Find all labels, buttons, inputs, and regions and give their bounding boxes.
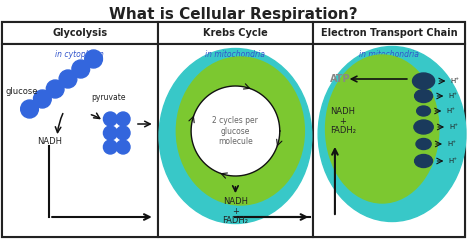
Circle shape — [103, 126, 117, 140]
Text: What is Cellular Respiration?: What is Cellular Respiration? — [109, 7, 358, 22]
Ellipse shape — [415, 154, 433, 168]
Text: H⁺: H⁺ — [446, 108, 455, 114]
Text: H⁺: H⁺ — [450, 78, 459, 84]
Ellipse shape — [159, 49, 312, 223]
Circle shape — [46, 80, 64, 98]
Circle shape — [116, 140, 130, 154]
Circle shape — [34, 90, 51, 108]
Bar — [313, 22, 465, 44]
Text: H⁺: H⁺ — [447, 141, 456, 147]
Text: Glycolysis: Glycolysis — [52, 28, 107, 38]
Ellipse shape — [176, 57, 304, 205]
Ellipse shape — [318, 47, 466, 222]
Ellipse shape — [415, 89, 433, 103]
Circle shape — [116, 112, 130, 126]
Text: H⁺: H⁺ — [448, 93, 457, 99]
Circle shape — [85, 50, 102, 68]
Bar — [2, 22, 465, 237]
Ellipse shape — [417, 106, 430, 116]
Text: pyruvate: pyruvate — [91, 93, 126, 102]
Ellipse shape — [416, 138, 431, 150]
Bar — [158, 44, 313, 237]
Text: Electron Transport Chain: Electron Transport Chain — [321, 28, 457, 38]
Circle shape — [103, 140, 117, 154]
Text: 2 cycles per
glucose
molecule: 2 cycles per glucose molecule — [212, 116, 258, 146]
Text: in mitochondria: in mitochondria — [206, 50, 265, 59]
Text: in cytoplasm: in cytoplasm — [55, 50, 104, 59]
Circle shape — [116, 126, 130, 140]
Bar — [313, 44, 465, 237]
Circle shape — [191, 86, 280, 176]
Circle shape — [59, 70, 77, 88]
Text: NADH
+
FADH₂: NADH + FADH₂ — [222, 197, 248, 225]
Bar — [2, 22, 158, 44]
Ellipse shape — [414, 120, 433, 134]
Text: glucose: glucose — [6, 87, 38, 96]
Text: NADH: NADH — [37, 137, 63, 147]
Circle shape — [103, 112, 117, 126]
Text: Krebs Cycle: Krebs Cycle — [203, 28, 268, 38]
Bar — [2, 44, 158, 237]
Circle shape — [21, 100, 38, 118]
Bar — [158, 22, 313, 44]
Circle shape — [72, 60, 90, 78]
Text: NADH
+
FADH₂: NADH + FADH₂ — [330, 107, 356, 135]
Text: H⁺: H⁺ — [448, 158, 457, 164]
Ellipse shape — [326, 55, 439, 203]
Ellipse shape — [412, 73, 435, 89]
Text: ATP: ATP — [330, 74, 351, 84]
Text: H⁺: H⁺ — [449, 124, 458, 130]
Text: in mitochondria: in mitochondria — [359, 50, 419, 59]
